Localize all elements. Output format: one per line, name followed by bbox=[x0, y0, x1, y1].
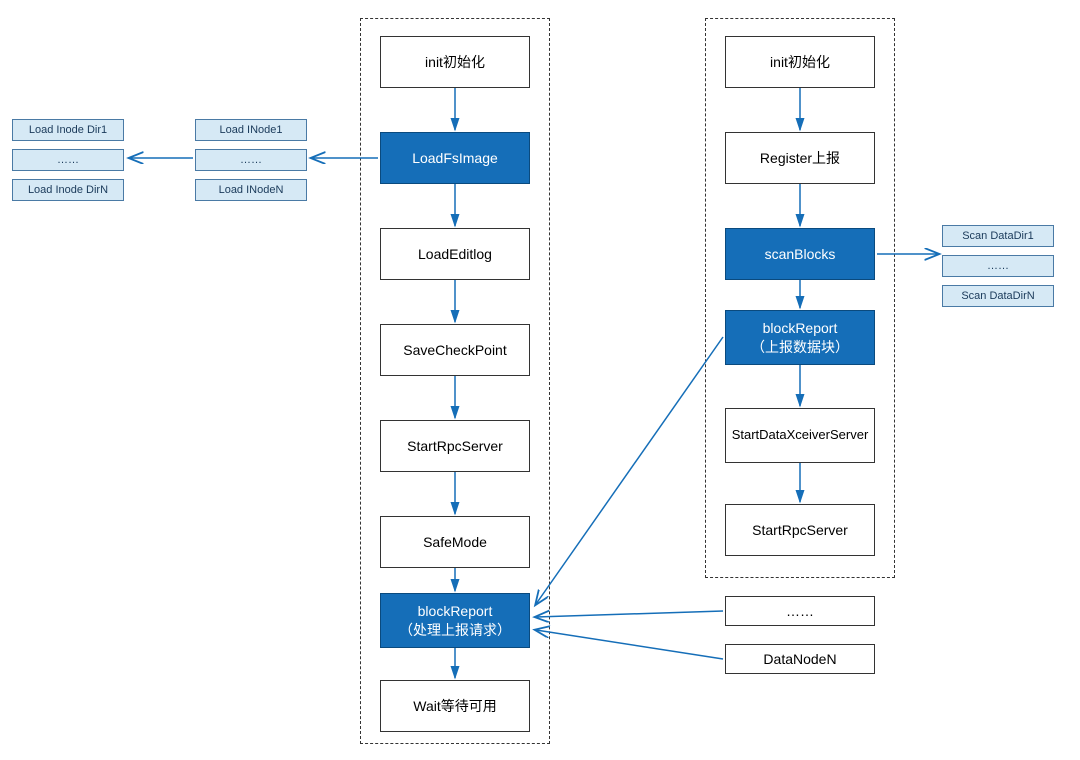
dn-register: Register上报 bbox=[725, 132, 875, 184]
datanode-ellipsis: …… bbox=[725, 596, 875, 626]
inode-dir-n: Load Inode DirN bbox=[12, 179, 124, 201]
inode-dir-ell: …… bbox=[12, 149, 124, 171]
dn-init: init初始化 bbox=[725, 36, 875, 88]
nn-safemode: SafeMode bbox=[380, 516, 530, 568]
nn-wait: Wait等待可用 bbox=[380, 680, 530, 732]
nn-loadfsimage: LoadFsImage bbox=[380, 132, 530, 184]
nn-blockreport: blockReport （处理上报请求） bbox=[380, 593, 530, 648]
dn-blockreport: blockReport （上报数据块） bbox=[725, 310, 875, 365]
nn-savecheckpoint: SaveCheckPoint bbox=[380, 324, 530, 376]
datadir-ell: …… bbox=[942, 255, 1054, 277]
datanode-n: DataNodeN bbox=[725, 644, 875, 674]
inode-dir-1: Load Inode Dir1 bbox=[12, 119, 124, 141]
nn-loadeditlog: LoadEditlog bbox=[380, 228, 530, 280]
nn-startrpcserver: StartRpcServer bbox=[380, 420, 530, 472]
inode-1: Load INode1 bbox=[195, 119, 307, 141]
datadir-1: Scan DataDir1 bbox=[942, 225, 1054, 247]
nn-init: init初始化 bbox=[380, 36, 530, 88]
dn-xceiver: StartDataXceiverServer bbox=[725, 408, 875, 463]
dn-scanblocks: scanBlocks bbox=[725, 228, 875, 280]
datanode-column bbox=[705, 18, 895, 578]
inode-ell: …… bbox=[195, 149, 307, 171]
inode-n: Load INodeN bbox=[195, 179, 307, 201]
dn-rpcserver: StartRpcServer bbox=[725, 504, 875, 556]
datadir-n: Scan DataDirN bbox=[942, 285, 1054, 307]
